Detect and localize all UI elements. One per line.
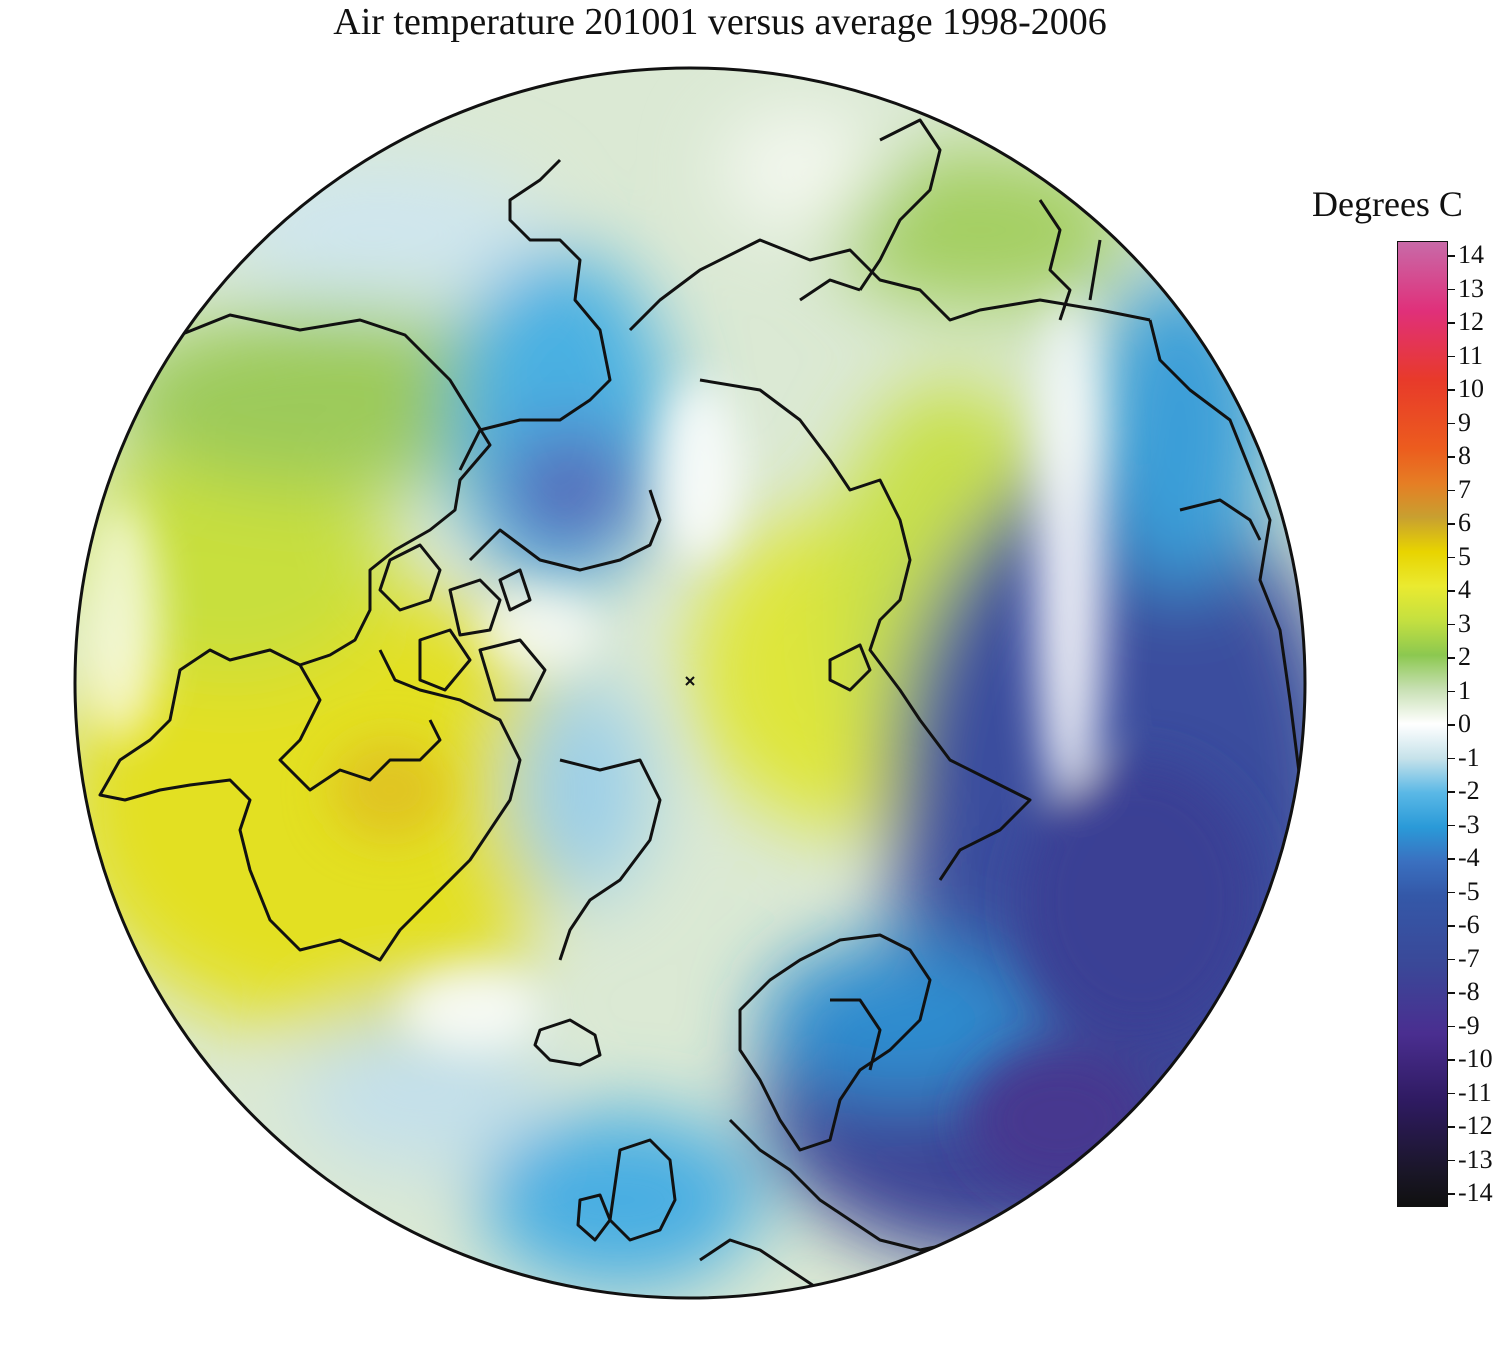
colorbar-tick-label: -12 <box>1458 1111 1493 1140</box>
legend-title: Degrees C <box>1312 184 1463 224</box>
colorbar-tick-mark <box>1448 992 1455 994</box>
colorbar-tick-mark <box>1448 891 1455 893</box>
colorbar-tick-mark <box>1448 255 1455 257</box>
map-boundary <box>73 66 1307 1300</box>
colorbar-tick-mark <box>1448 355 1455 357</box>
colorbar-tick-label: -4 <box>1458 843 1480 872</box>
colorbar-tick-label: 1 <box>1458 675 1471 705</box>
colorbar-tick-mark <box>1448 288 1455 290</box>
colorbar-tick-label: -7 <box>1458 943 1480 973</box>
colorbar-tick-mark <box>1448 422 1455 424</box>
colorbar-tick-mark <box>1448 523 1455 525</box>
map-title: Air temperature 201001 versus average 19… <box>333 1 1107 43</box>
colorbar-tick-label: -3 <box>1458 809 1480 839</box>
colorbar-tick-mark <box>1448 791 1455 793</box>
colorbar-tick-label: 5 <box>1458 541 1471 571</box>
colorbar-tick-mark <box>1448 1159 1455 1161</box>
colorbar-tick-label: -2 <box>1458 776 1480 805</box>
colorbar-tick-mark <box>1448 322 1455 324</box>
coastlines <box>98 118 1302 1292</box>
colorbar-tick-mark <box>1448 456 1455 458</box>
colorbar-tick-label: -9 <box>1458 1010 1480 1040</box>
colorbar-tick-label: 8 <box>1458 441 1471 470</box>
colorbar-tick-label: 11 <box>1458 340 1484 370</box>
temperature-anomaly-field <box>75 68 1305 1298</box>
colorbar-tick-mark <box>1448 858 1455 860</box>
colorbar-tick-label: 2 <box>1458 642 1471 671</box>
colorbar-tick-mark <box>1448 556 1455 558</box>
colorbar-tick-label: 12 <box>1458 307 1484 336</box>
colorbar-tick-label: -13 <box>1458 1144 1493 1174</box>
colorbar-tick-mark <box>1448 623 1455 625</box>
colorbar-tick-label: 14 <box>1458 240 1484 269</box>
colorbar-tick-mark <box>1448 1059 1455 1061</box>
colorbar-tick-label: 3 <box>1458 608 1471 638</box>
colorbar-gradient <box>1398 242 1447 1206</box>
colorbar-tick-label: 13 <box>1458 273 1484 303</box>
colorbar-tick-mark <box>1448 590 1455 592</box>
colorbar-tick-label: 4 <box>1458 575 1471 604</box>
north-pole-marker <box>685 676 695 686</box>
colorbar-tick-mark <box>1448 757 1455 759</box>
colorbar-tick-mark <box>1448 389 1455 391</box>
colorbar-tick-label: -14 <box>1458 1178 1493 1207</box>
colorbar-tick-mark <box>1448 690 1455 692</box>
colorbar-tick-mark <box>1448 1193 1455 1195</box>
colorbar-tick-label: -11 <box>1458 1077 1492 1107</box>
colorbar-tick-mark <box>1448 958 1455 960</box>
colorbar-tick-mark <box>1448 1126 1455 1128</box>
colorbar-tick-label: 10 <box>1458 374 1484 403</box>
colorbar-tick-label: 7 <box>1458 474 1471 504</box>
colorbar-tick-mark <box>1448 824 1455 826</box>
colorbar-tick-mark <box>1448 724 1455 726</box>
colorbar-tick-mark <box>1448 925 1455 927</box>
colorbar-tick-label: -1 <box>1458 742 1480 772</box>
colorbar <box>1397 241 1448 1207</box>
colorbar-tick-mark <box>1448 489 1455 491</box>
colorbar-tick-mark <box>1448 1025 1455 1027</box>
colorbar-tick-mark <box>1448 1092 1455 1094</box>
colorbar-tick-label: 9 <box>1458 407 1471 437</box>
colorbar-tick-label: -6 <box>1458 910 1480 939</box>
colorbar-tick-label: 0 <box>1458 709 1471 738</box>
colorbar-tick-label: -10 <box>1458 1044 1493 1073</box>
colorbar-tick-label: -8 <box>1458 977 1480 1006</box>
colorbar-tick-mark <box>1448 657 1455 659</box>
colorbar-tick-label: 6 <box>1458 508 1471 537</box>
colorbar-tick-label: -5 <box>1458 876 1480 906</box>
